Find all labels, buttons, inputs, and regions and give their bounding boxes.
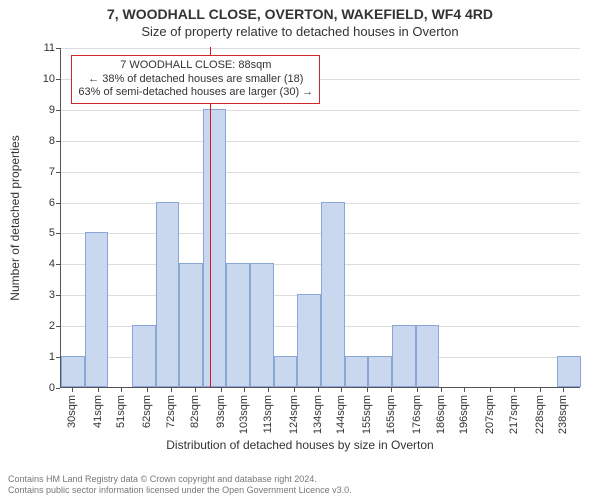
annotation-line-1: 7 WOODHALL CLOSE: 88sqm	[78, 59, 313, 73]
x-tick-mark	[147, 388, 148, 392]
y-tick-label: 9	[15, 104, 55, 116]
x-tick-mark	[171, 388, 172, 392]
x-tick-mark	[514, 388, 515, 392]
y-tick-label: 8	[15, 135, 55, 147]
y-tick-label: 0	[15, 382, 55, 394]
footer-line-1: Contains HM Land Registry data © Crown c…	[8, 474, 352, 485]
x-tick-label: 82sqm	[189, 395, 201, 428]
x-tick-mark	[464, 388, 465, 392]
histogram-bar	[179, 263, 203, 387]
x-tick-label: 207sqm	[484, 395, 496, 434]
x-tick-label: 228sqm	[534, 395, 546, 434]
gridline	[61, 48, 580, 49]
histogram-bar	[85, 232, 109, 387]
x-tick-mark	[417, 388, 418, 392]
x-tick-mark	[318, 388, 319, 392]
x-tick-mark	[121, 388, 122, 392]
gridline	[61, 172, 580, 173]
x-tick-label: 62sqm	[141, 395, 153, 428]
x-tick-mark	[367, 388, 368, 392]
x-tick-label: 51sqm	[115, 395, 127, 428]
x-tick-mark	[441, 388, 442, 392]
x-tick-label: 30sqm	[66, 395, 78, 428]
y-tick-mark	[56, 357, 60, 358]
x-tick-label: 72sqm	[165, 395, 177, 428]
y-tick-mark	[56, 326, 60, 327]
annotation-line-3: 63% of semi-detached houses are larger (…	[78, 86, 313, 100]
histogram-bar	[392, 325, 416, 387]
footer-attribution: Contains HM Land Registry data © Crown c…	[8, 474, 352, 496]
y-tick-mark	[56, 203, 60, 204]
footer-line-2: Contains public sector information licen…	[8, 485, 352, 496]
x-tick-label: 124sqm	[288, 395, 300, 434]
y-tick-label: 10	[15, 73, 55, 85]
y-tick-mark	[56, 233, 60, 234]
x-tick-label: 134sqm	[312, 395, 324, 434]
y-tick-mark	[56, 141, 60, 142]
x-tick-label: 176sqm	[411, 395, 423, 434]
x-tick-label: 41sqm	[92, 395, 104, 428]
gridline	[61, 110, 580, 111]
gridline	[61, 141, 580, 142]
x-tick-label: 165sqm	[385, 395, 397, 434]
y-tick-label: 6	[15, 197, 55, 209]
x-tick-mark	[490, 388, 491, 392]
y-tick-mark	[56, 388, 60, 389]
chart-title-2: Size of property relative to detached ho…	[0, 24, 600, 39]
x-tick-mark	[244, 388, 245, 392]
x-tick-label: 196sqm	[458, 395, 470, 434]
y-tick-mark	[56, 172, 60, 173]
x-tick-mark	[98, 388, 99, 392]
x-tick-mark	[540, 388, 541, 392]
x-tick-mark	[563, 388, 564, 392]
x-tick-label: 113sqm	[262, 395, 274, 433]
histogram-bar	[297, 294, 321, 387]
x-tick-mark	[391, 388, 392, 392]
x-tick-mark	[221, 388, 222, 392]
x-tick-mark	[72, 388, 73, 392]
chart-figure: 7, WOODHALL CLOSE, OVERTON, WAKEFIELD, W…	[0, 0, 600, 500]
x-tick-mark	[294, 388, 295, 392]
histogram-bar	[321, 202, 345, 387]
x-tick-label: 144sqm	[335, 395, 347, 434]
x-tick-label: 217sqm	[508, 395, 520, 434]
y-tick-label: 11	[15, 42, 55, 54]
y-tick-mark	[56, 264, 60, 265]
y-tick-label: 4	[15, 258, 55, 270]
x-tick-label: 93sqm	[215, 395, 227, 428]
histogram-bar	[274, 356, 298, 387]
x-tick-label: 186sqm	[435, 395, 447, 434]
y-tick-mark	[56, 48, 60, 49]
chart-title-1: 7, WOODHALL CLOSE, OVERTON, WAKEFIELD, W…	[0, 6, 600, 22]
histogram-bar	[368, 356, 392, 387]
plot-area: 7 WOODHALL CLOSE: 88sqm ← 38% of detache…	[60, 48, 580, 388]
x-tick-label: 103sqm	[238, 395, 250, 434]
y-tick-label: 1	[15, 351, 55, 363]
histogram-bar	[345, 356, 369, 387]
histogram-bar	[132, 325, 156, 387]
annotation-box: 7 WOODHALL CLOSE: 88sqm ← 38% of detache…	[71, 55, 320, 104]
histogram-bar	[156, 202, 180, 387]
x-tick-mark	[341, 388, 342, 392]
y-tick-mark	[56, 110, 60, 111]
x-tick-label: 155sqm	[361, 395, 373, 434]
y-tick-label: 5	[15, 227, 55, 239]
annotation-line-2: ← 38% of detached houses are smaller (18…	[78, 73, 313, 87]
y-tick-label: 7	[15, 166, 55, 178]
histogram-bar	[203, 109, 227, 387]
y-tick-mark	[56, 79, 60, 80]
histogram-bar	[557, 356, 581, 387]
histogram-bar	[416, 325, 440, 387]
y-tick-label: 3	[15, 289, 55, 301]
histogram-bar	[250, 263, 274, 387]
x-tick-mark	[195, 388, 196, 392]
x-axis-label: Distribution of detached houses by size …	[0, 438, 600, 452]
x-tick-mark	[268, 388, 269, 392]
y-tick-mark	[56, 295, 60, 296]
y-tick-label: 2	[15, 320, 55, 332]
x-tick-label: 238sqm	[557, 395, 569, 434]
histogram-bar	[226, 263, 250, 387]
histogram-bar	[61, 356, 85, 387]
